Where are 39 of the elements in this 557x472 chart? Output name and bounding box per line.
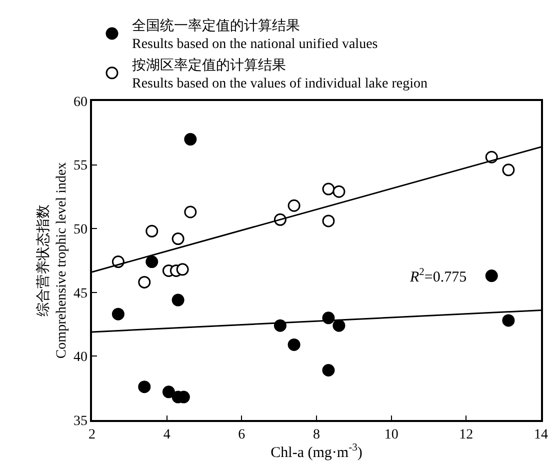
point xyxy=(288,338,300,351)
point xyxy=(138,380,151,394)
point xyxy=(138,276,151,288)
point xyxy=(112,308,124,320)
x-tick-label: 2 xyxy=(88,428,96,443)
x-tick-label: 8 xyxy=(313,428,320,443)
point xyxy=(332,319,346,332)
point xyxy=(322,214,335,228)
point xyxy=(332,185,346,198)
y-tick-label: 60 xyxy=(73,94,88,110)
point xyxy=(176,263,189,276)
point xyxy=(172,232,184,246)
point xyxy=(485,270,498,282)
legend-label: 全国统一率定值的计算结果 Results based on the national unified values xyxy=(132,18,378,52)
point xyxy=(146,256,158,268)
point xyxy=(146,224,158,238)
y-tick-label: 35 xyxy=(73,414,88,429)
annotation: R$^{2}$=0.775 xyxy=(409,267,467,286)
y-tick-label: 40 xyxy=(73,350,88,366)
y-axis-title: 综合营养状态指数 Comprehensive trophic level index xyxy=(35,162,70,359)
x-tick-label: 4 xyxy=(163,428,170,443)
x-tick-label: 10 xyxy=(384,428,398,443)
x-tick-label: 14 xyxy=(534,428,548,443)
point xyxy=(184,206,197,218)
point xyxy=(502,314,515,327)
y-tick-label: 55 xyxy=(73,158,88,174)
y-tick-label: 45 xyxy=(73,286,88,302)
point xyxy=(184,133,197,146)
y-tick-label: 50 xyxy=(73,222,88,238)
point xyxy=(322,364,335,376)
point xyxy=(322,182,335,196)
x-tick-label: 12 xyxy=(459,428,474,443)
legend-label: 按湖区率定值的计算结果 Results based on the values of individual lake region xyxy=(132,57,428,92)
point xyxy=(502,164,515,176)
point xyxy=(288,199,300,212)
point xyxy=(162,386,175,398)
point xyxy=(172,294,184,306)
x-axis-title: Chl-a (mg·m$^{-3}$) xyxy=(270,442,362,461)
x-tick-label: 6 xyxy=(238,428,246,443)
